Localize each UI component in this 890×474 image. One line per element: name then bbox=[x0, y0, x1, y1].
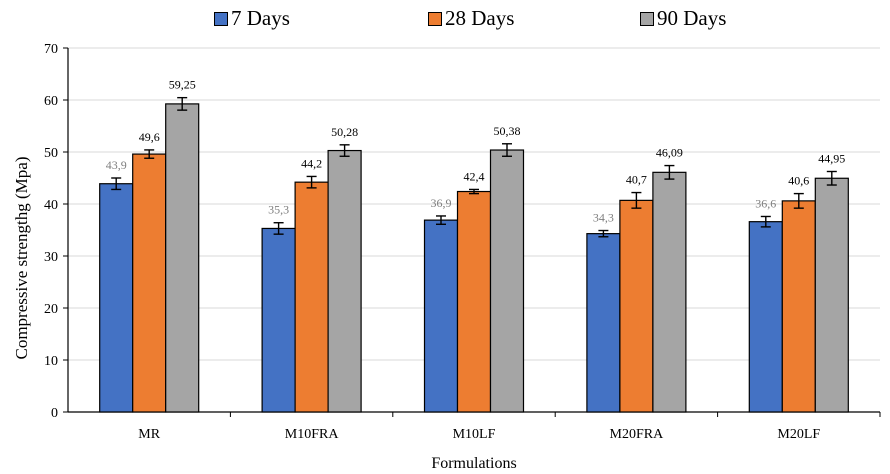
x-tick-label: MR bbox=[138, 427, 160, 442]
y-tick-label: 30 bbox=[44, 250, 58, 265]
data-label: 46,09 bbox=[656, 146, 683, 160]
bar bbox=[489, 149, 525, 413]
y-tick-label: 40 bbox=[44, 198, 58, 213]
data-labels: 43,9 49,6 59,25 35,3 44,2 50,28 36,9 42,4 50,38 3… bbox=[106, 78, 846, 225]
bars bbox=[99, 103, 849, 413]
data-label: 36,6 bbox=[755, 196, 776, 210]
x-tick-label: M20LF bbox=[777, 427, 820, 442]
bar bbox=[423, 219, 459, 413]
bar bbox=[619, 199, 654, 413]
legend-swatch-28-days bbox=[428, 11, 442, 26]
x-tick-label: M10LF bbox=[453, 427, 496, 442]
data-label: 59,25 bbox=[169, 78, 196, 92]
y-tick-label: 10 bbox=[44, 354, 58, 369]
y-tick-label: 60 bbox=[44, 94, 58, 109]
data-label: 34,3 bbox=[593, 211, 614, 225]
y-axis-label: Compressive strengthg (Mpa) bbox=[12, 156, 31, 359]
bar bbox=[748, 221, 783, 413]
legend-item-7-days: 7 Days bbox=[214, 6, 290, 31]
bar bbox=[652, 171, 687, 413]
bar bbox=[165, 103, 200, 413]
bar bbox=[586, 233, 621, 413]
x-tick-label: M10FRA bbox=[285, 427, 340, 442]
bar bbox=[456, 190, 492, 413]
y-tick-label: 0 bbox=[51, 406, 58, 421]
data-label: 35,3 bbox=[268, 203, 289, 217]
bar bbox=[261, 227, 296, 413]
legend-label-7-days: 7 Days bbox=[231, 6, 290, 30]
y-tick-label: 20 bbox=[44, 302, 58, 317]
x-tick-label: M20FRA bbox=[610, 427, 665, 442]
y-tick-label: 50 bbox=[44, 146, 58, 161]
data-label: 44,95 bbox=[818, 152, 845, 166]
data-label: 40,7 bbox=[626, 173, 647, 187]
error-bars bbox=[111, 96, 837, 238]
legend-item-90-days: 90 Days bbox=[640, 6, 726, 31]
bar bbox=[781, 200, 816, 413]
y-tick-label: 70 bbox=[44, 42, 58, 57]
data-label: 50,38 bbox=[494, 124, 521, 138]
bar bbox=[99, 183, 134, 413]
data-label: 36,9 bbox=[431, 196, 452, 210]
data-label: 50,28 bbox=[331, 125, 358, 139]
data-label: 40,6 bbox=[788, 174, 809, 188]
x-axis-label: Formulations bbox=[431, 455, 516, 472]
bar bbox=[132, 153, 167, 413]
legend: 7 Days 28 Days 90 Days bbox=[0, 6, 890, 34]
bar bbox=[814, 177, 849, 413]
legend-item-28-days: 28 Days bbox=[428, 6, 514, 31]
legend-label-90-days: 90 Days bbox=[657, 6, 727, 30]
data-label: 44,2 bbox=[301, 156, 322, 170]
tick-labels: 0 10 20 30 40 50 60 70 MR M10FRA M10LF M20FRA M20LF bbox=[44, 42, 820, 442]
legend-label-28-days: 28 Days bbox=[445, 6, 515, 30]
legend-swatch-7-days bbox=[214, 11, 228, 26]
bar bbox=[294, 181, 329, 413]
data-label: 49,6 bbox=[139, 130, 160, 144]
bar bbox=[327, 149, 362, 413]
data-label: 43,9 bbox=[106, 158, 127, 172]
data-label: 42,4 bbox=[464, 169, 485, 183]
legend-swatch-90-days bbox=[640, 11, 654, 26]
